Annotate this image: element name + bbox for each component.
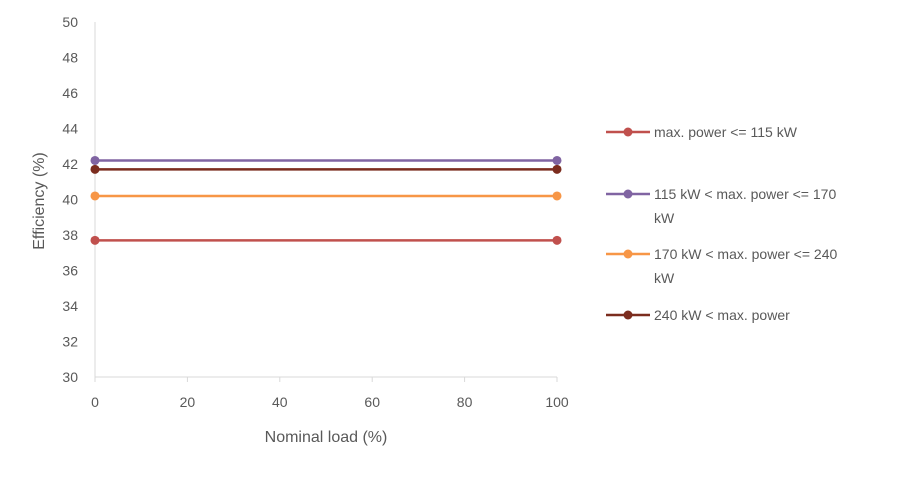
legend-marker (623, 310, 633, 320)
x-tick-label: 80 (457, 394, 473, 410)
y-tick-label: 42 (62, 156, 78, 172)
legend-label: 115 kW < max. power <= 170 (654, 186, 836, 202)
x-tick-label: 0 (91, 394, 99, 410)
legend-entry: max. power <= 115 kW (606, 124, 798, 140)
y-tick-label: 44 (62, 121, 78, 137)
legend-entry: 240 kW < max. power (606, 307, 790, 323)
x-tick-label: 40 (272, 394, 288, 410)
x-tick-label: 100 (545, 394, 569, 410)
x-tick-label: 20 (180, 394, 196, 410)
y-tick-label: 30 (62, 369, 78, 385)
y-tick-label: 40 (62, 192, 78, 208)
legend: max. power <= 115 kW 115 kW < max. power … (606, 124, 837, 323)
legend-marker (623, 127, 633, 137)
legend-marker (623, 249, 633, 259)
legend-label: kW (654, 270, 675, 286)
y-tick-label: 46 (62, 85, 78, 101)
plot-area (90, 155, 562, 245)
y-tick-label: 34 (62, 298, 78, 314)
series-point (552, 155, 562, 165)
legend-marker (623, 189, 633, 199)
y-tick-label: 50 (62, 14, 78, 30)
y-tick-label: 36 (62, 263, 78, 279)
axes: 0 20 40 60 80 100 30 32 34 36 38 40 42 44 46 48 50 (62, 14, 568, 410)
series-point (552, 191, 562, 201)
y-tick-label: 32 (62, 334, 78, 350)
y-axis-title: Efficiency (%) (31, 152, 48, 250)
series-point (90, 191, 100, 201)
series-point (90, 164, 100, 174)
y-tick-label: 48 (62, 50, 78, 66)
x-tick-label: 60 (364, 394, 380, 410)
x-axis-title: Nominal load (%) (265, 429, 388, 446)
series-point (552, 164, 562, 174)
y-tick-label: 38 (62, 227, 78, 243)
legend-entry: 115 kW < max. power <= 170 kW (606, 186, 836, 226)
legend-label: 240 kW < max. power (654, 307, 790, 323)
series-point (552, 235, 562, 245)
series-point (90, 155, 100, 165)
legend-entry: 170 kW < max. power <= 240 kW (606, 246, 837, 286)
legend-label: 170 kW < max. power <= 240 (654, 246, 837, 262)
legend-label: max. power <= 115 kW (654, 124, 798, 140)
series-point (90, 235, 100, 245)
legend-label: kW (654, 210, 675, 226)
